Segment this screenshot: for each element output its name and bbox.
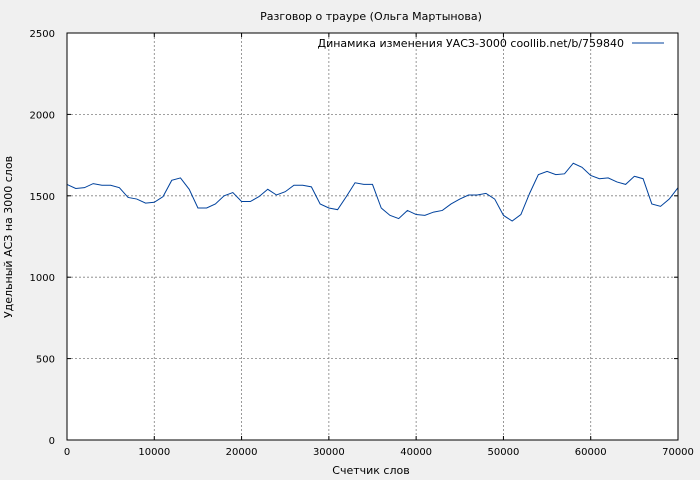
y-tick-label: 0 <box>49 436 55 447</box>
y-tick-label: 1000 <box>30 273 55 284</box>
legend-label: Динамика изменения УАСЗ-3000 coollib.net… <box>318 37 625 50</box>
x-tick-label: 10000 <box>138 447 170 458</box>
ticks: 0 10000 20000 30000 40000 50000 60000 70000 0 500… <box>30 29 694 458</box>
series-line <box>66 162 679 222</box>
y-tick-label: 1500 <box>30 192 55 203</box>
x-tick-label: 60000 <box>575 447 607 458</box>
x-tick-label: 0 <box>64 447 70 458</box>
x-tick-label: 50000 <box>488 447 520 458</box>
y-tick-label: 2500 <box>30 29 55 40</box>
legend: Динамика изменения УАСЗ-3000 coollib.net… <box>318 37 664 50</box>
x-tick-label: 40000 <box>400 447 432 458</box>
plot-frame <box>66 32 679 441</box>
x-tick-label: 70000 <box>662 447 694 458</box>
y-tick-label: 2000 <box>30 110 55 121</box>
y-axis-label: Удельный АСЗ на 3000 слов <box>2 156 15 318</box>
y-tick-label: 500 <box>36 355 55 366</box>
plot-background <box>67 33 678 440</box>
grid <box>67 33 678 440</box>
x-axis-label: Счетчик слов <box>332 464 409 477</box>
chart-title: Разговор о трауре (Ольга Мартынова) <box>260 10 482 23</box>
x-tick-label: 20000 <box>226 447 258 458</box>
x-tick-label: 30000 <box>313 447 345 458</box>
